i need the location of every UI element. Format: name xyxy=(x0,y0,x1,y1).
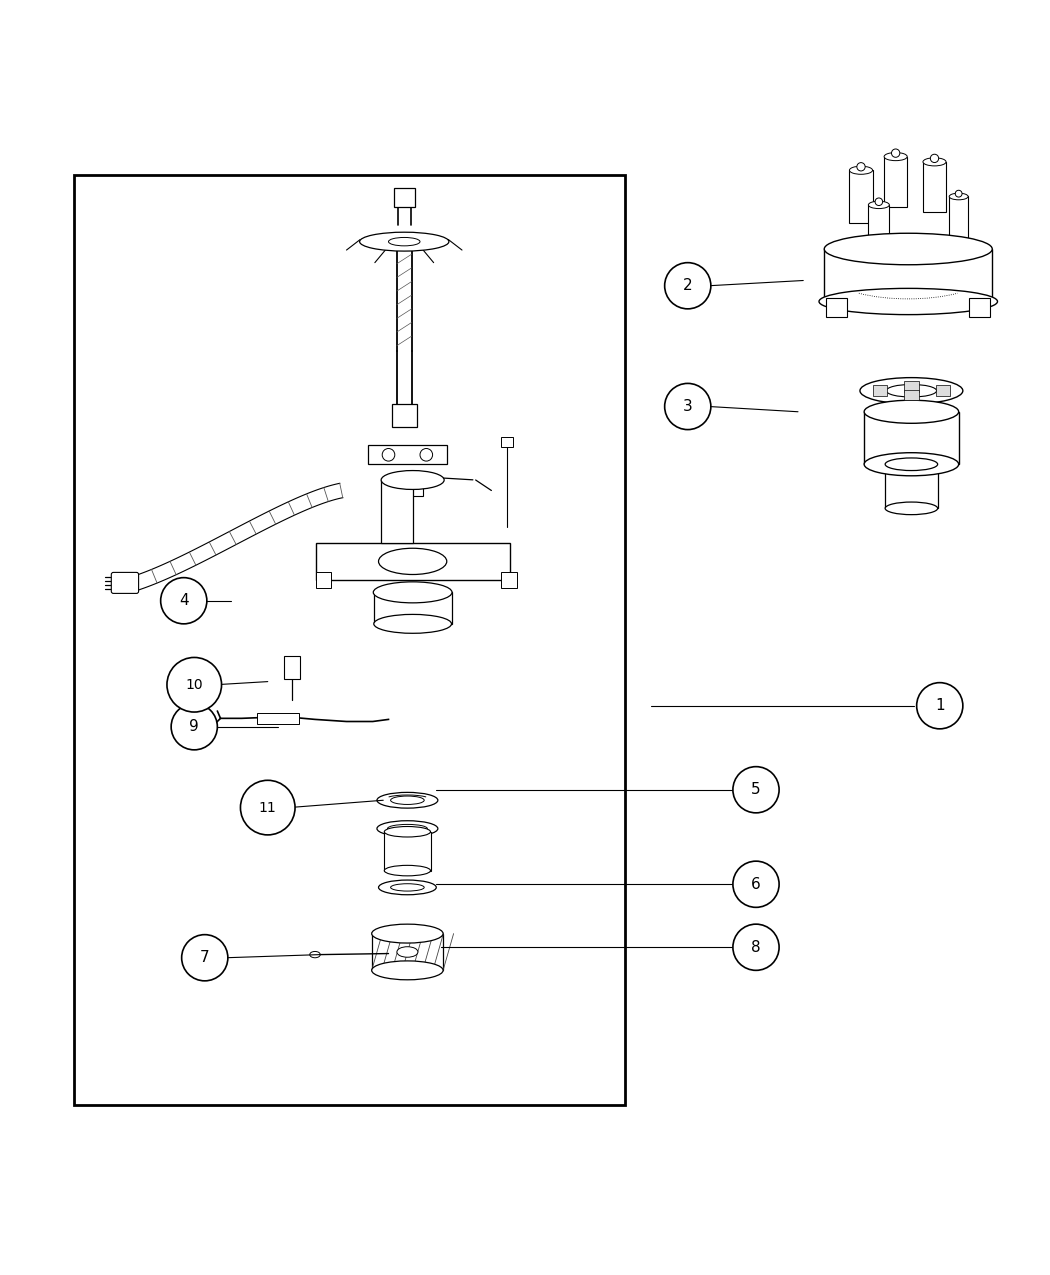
Bar xyxy=(936,385,950,397)
Ellipse shape xyxy=(374,581,453,603)
Bar xyxy=(864,412,959,464)
Bar xyxy=(315,572,332,588)
Ellipse shape xyxy=(868,201,889,209)
Bar xyxy=(849,171,873,223)
Bar xyxy=(372,933,443,970)
Ellipse shape xyxy=(849,166,873,175)
Bar xyxy=(904,390,919,400)
Ellipse shape xyxy=(388,237,420,246)
Ellipse shape xyxy=(864,400,959,423)
Bar xyxy=(257,713,299,724)
Text: 6: 6 xyxy=(751,877,761,891)
Ellipse shape xyxy=(372,924,443,944)
Bar xyxy=(884,157,907,207)
Text: 5: 5 xyxy=(751,783,761,797)
Bar xyxy=(284,657,300,680)
Bar xyxy=(368,445,447,464)
Bar xyxy=(826,298,847,317)
Ellipse shape xyxy=(377,821,438,836)
Ellipse shape xyxy=(923,158,946,166)
Circle shape xyxy=(167,658,222,711)
Ellipse shape xyxy=(397,947,418,958)
Ellipse shape xyxy=(885,502,938,515)
Text: 10: 10 xyxy=(186,678,203,692)
Bar xyxy=(949,196,968,238)
Circle shape xyxy=(382,449,395,462)
Ellipse shape xyxy=(391,796,424,805)
Bar xyxy=(392,404,417,427)
Text: 7: 7 xyxy=(200,950,210,965)
Bar xyxy=(74,176,625,1104)
Text: 2: 2 xyxy=(682,278,693,293)
FancyBboxPatch shape xyxy=(111,572,139,593)
Bar xyxy=(394,189,415,207)
Ellipse shape xyxy=(374,615,452,634)
Ellipse shape xyxy=(372,961,443,979)
Circle shape xyxy=(917,682,963,729)
Circle shape xyxy=(171,704,217,750)
Ellipse shape xyxy=(384,866,430,876)
Ellipse shape xyxy=(824,233,992,265)
Bar xyxy=(885,464,938,509)
Ellipse shape xyxy=(379,548,447,575)
Ellipse shape xyxy=(379,880,437,895)
Circle shape xyxy=(956,190,962,198)
Circle shape xyxy=(733,924,779,970)
Circle shape xyxy=(857,163,865,171)
Bar xyxy=(381,479,413,543)
Circle shape xyxy=(930,154,939,162)
Bar xyxy=(923,162,946,212)
Bar xyxy=(502,572,518,588)
Ellipse shape xyxy=(885,458,938,470)
Bar xyxy=(392,477,423,496)
Ellipse shape xyxy=(864,453,959,476)
Circle shape xyxy=(420,449,433,462)
Ellipse shape xyxy=(949,194,968,200)
Circle shape xyxy=(733,861,779,908)
Bar xyxy=(868,205,889,249)
Circle shape xyxy=(240,780,295,835)
Circle shape xyxy=(733,766,779,813)
Bar xyxy=(374,593,452,623)
Ellipse shape xyxy=(819,288,997,315)
Bar xyxy=(824,249,992,301)
Ellipse shape xyxy=(384,826,430,836)
Circle shape xyxy=(891,149,900,157)
Ellipse shape xyxy=(381,470,444,490)
Ellipse shape xyxy=(359,232,449,251)
Ellipse shape xyxy=(391,884,424,891)
Ellipse shape xyxy=(310,951,320,958)
Bar xyxy=(873,385,887,397)
Text: 1: 1 xyxy=(934,699,945,713)
Bar xyxy=(315,543,510,580)
Ellipse shape xyxy=(377,792,438,808)
Ellipse shape xyxy=(884,153,907,161)
Ellipse shape xyxy=(387,825,427,833)
Text: 3: 3 xyxy=(682,399,693,414)
Ellipse shape xyxy=(886,385,937,397)
Text: 9: 9 xyxy=(189,719,200,734)
Bar xyxy=(969,298,990,317)
Circle shape xyxy=(875,198,883,205)
Circle shape xyxy=(665,263,711,309)
Text: 11: 11 xyxy=(259,801,276,815)
Text: 8: 8 xyxy=(751,940,761,955)
Bar xyxy=(904,381,919,391)
Circle shape xyxy=(182,935,228,980)
Ellipse shape xyxy=(860,377,963,404)
Text: 4: 4 xyxy=(178,593,189,608)
Bar xyxy=(384,831,430,871)
Bar xyxy=(501,437,513,448)
Circle shape xyxy=(665,384,711,430)
Circle shape xyxy=(161,578,207,623)
